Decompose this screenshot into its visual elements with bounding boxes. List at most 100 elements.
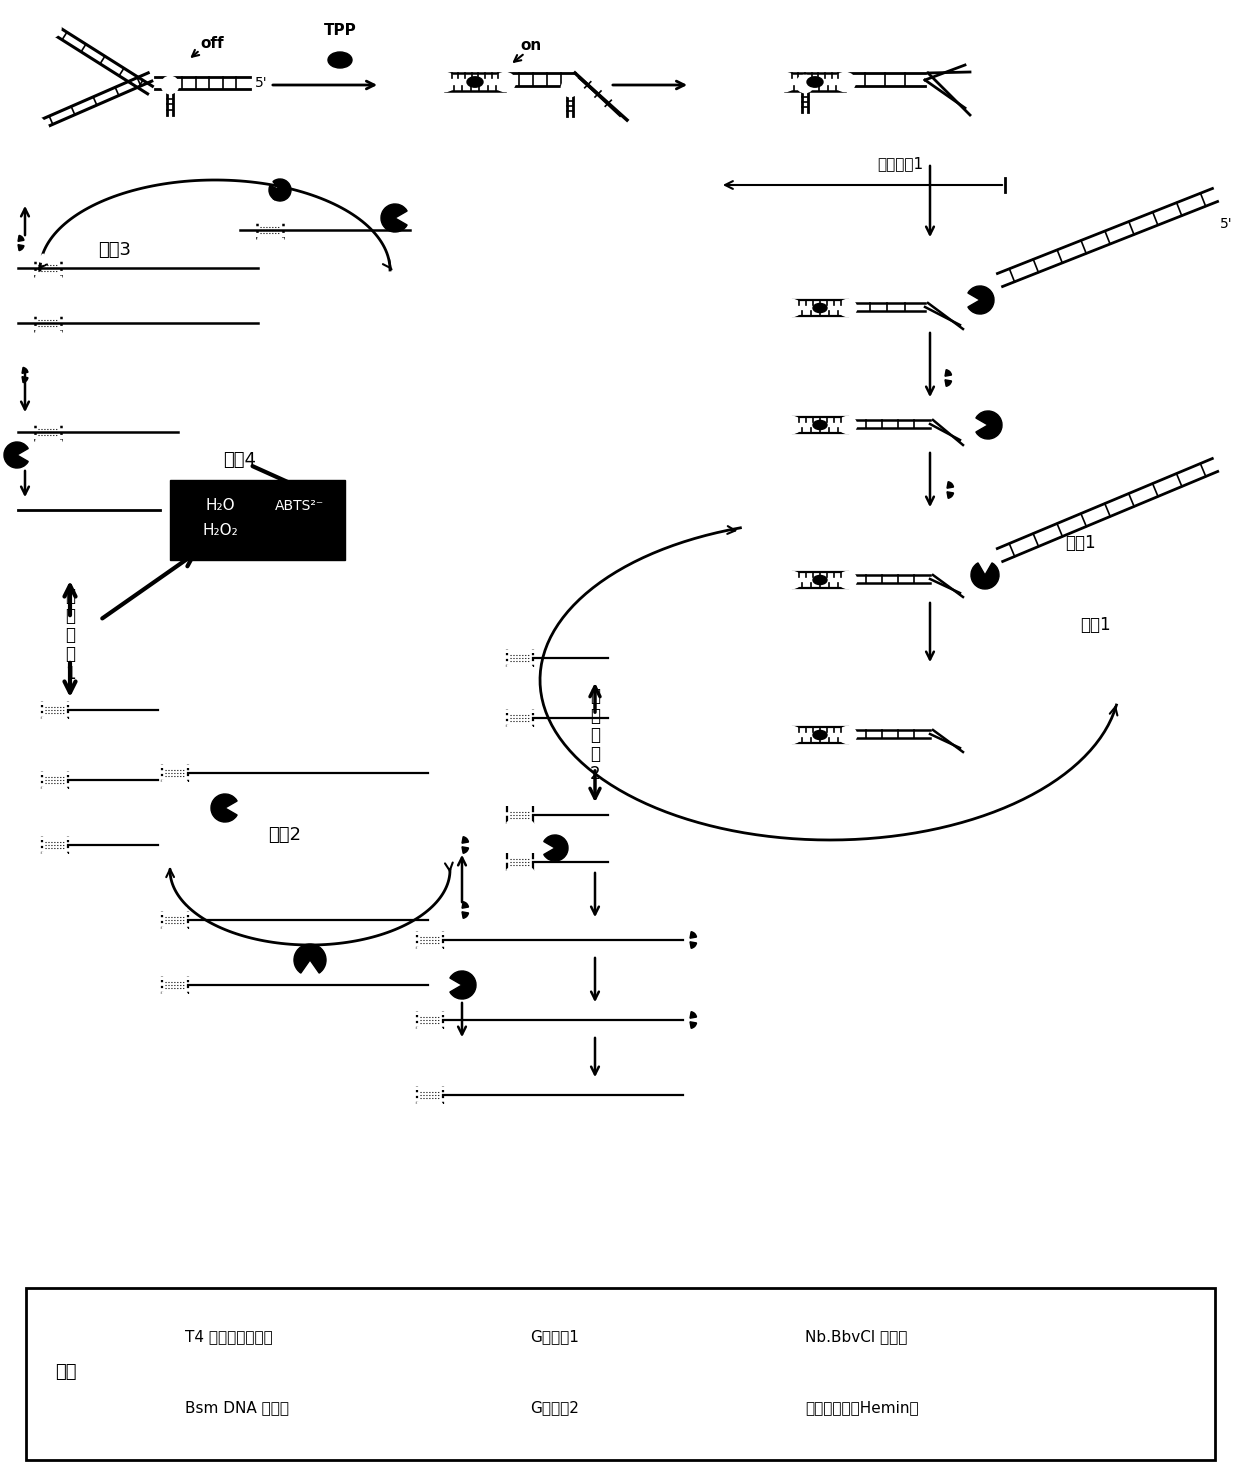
Text: Bsm DNA 聚合酶: Bsm DNA 聚合酶	[185, 1400, 289, 1415]
Ellipse shape	[838, 727, 857, 743]
Ellipse shape	[35, 327, 61, 336]
Ellipse shape	[507, 802, 533, 810]
Text: TPP: TPP	[324, 23, 356, 38]
Text: H₂O: H₂O	[205, 498, 234, 512]
Ellipse shape	[784, 727, 801, 743]
Wedge shape	[689, 932, 697, 938]
Text: 图例: 图例	[55, 1364, 77, 1381]
Text: ABTS²⁻: ABTS²⁻	[275, 499, 325, 512]
Circle shape	[162, 76, 179, 92]
Ellipse shape	[507, 819, 533, 828]
Text: G四联体1: G四联体1	[529, 1330, 579, 1345]
Ellipse shape	[507, 722, 533, 731]
Ellipse shape	[35, 436, 61, 445]
Text: 扩增序列1: 扩增序列1	[877, 156, 923, 170]
Text: 5': 5'	[255, 76, 268, 90]
Text: 循环2: 循环2	[269, 826, 301, 844]
Ellipse shape	[417, 926, 443, 935]
Wedge shape	[463, 837, 469, 843]
Ellipse shape	[417, 1007, 443, 1016]
Ellipse shape	[813, 731, 827, 740]
Text: G四联体2: G四联体2	[529, 1400, 579, 1415]
Wedge shape	[19, 235, 24, 241]
Text: 循环1: 循环1	[1080, 617, 1110, 634]
Ellipse shape	[784, 299, 801, 316]
Wedge shape	[381, 204, 407, 232]
Text: 扩
增
序
列
1: 扩 增 序 列 1	[64, 587, 76, 683]
Text: 5': 5'	[1220, 217, 1233, 230]
Ellipse shape	[775, 73, 795, 91]
Wedge shape	[211, 794, 237, 822]
Wedge shape	[4, 442, 29, 468]
Text: on: on	[520, 38, 541, 53]
Wedge shape	[269, 179, 291, 201]
Wedge shape	[689, 1011, 697, 1019]
Ellipse shape	[417, 1025, 443, 1033]
Ellipse shape	[784, 573, 801, 589]
Wedge shape	[19, 245, 24, 251]
Circle shape	[797, 76, 813, 92]
Ellipse shape	[507, 662, 533, 671]
Ellipse shape	[774, 1400, 796, 1415]
Ellipse shape	[784, 417, 801, 433]
Text: H₂O₂: H₂O₂	[202, 523, 238, 537]
Ellipse shape	[813, 304, 827, 313]
Ellipse shape	[417, 944, 443, 954]
Text: 扩
增
序
列
2: 扩 增 序 列 2	[590, 687, 600, 782]
Wedge shape	[154, 1326, 176, 1348]
Ellipse shape	[257, 216, 283, 226]
Wedge shape	[22, 377, 29, 383]
Wedge shape	[544, 835, 568, 862]
Ellipse shape	[35, 119, 45, 132]
Text: Nb.BbvCl 切口酶: Nb.BbvCl 切口酶	[805, 1330, 908, 1345]
Ellipse shape	[162, 778, 188, 787]
Wedge shape	[968, 286, 994, 314]
Wedge shape	[153, 1396, 175, 1420]
Text: off: off	[200, 37, 223, 51]
Wedge shape	[689, 942, 697, 948]
Ellipse shape	[329, 51, 352, 68]
Wedge shape	[971, 562, 999, 589]
Wedge shape	[450, 970, 476, 1000]
Ellipse shape	[417, 1082, 443, 1091]
Wedge shape	[945, 380, 951, 386]
Ellipse shape	[162, 972, 188, 981]
Ellipse shape	[162, 989, 188, 998]
Ellipse shape	[42, 850, 68, 859]
Ellipse shape	[42, 715, 68, 724]
Ellipse shape	[813, 420, 827, 430]
Ellipse shape	[257, 235, 283, 244]
Text: 氯化血红素（Hemin）: 氯化血红素（Hemin）	[805, 1400, 919, 1415]
Wedge shape	[463, 901, 469, 909]
Wedge shape	[463, 847, 469, 853]
Ellipse shape	[162, 907, 188, 916]
Ellipse shape	[417, 1100, 443, 1108]
Ellipse shape	[42, 784, 68, 794]
Ellipse shape	[467, 76, 484, 87]
Ellipse shape	[484, 1326, 507, 1333]
Ellipse shape	[484, 1412, 507, 1420]
Ellipse shape	[507, 849, 533, 857]
Ellipse shape	[838, 573, 857, 589]
Ellipse shape	[484, 1396, 507, 1403]
Text: 循环4: 循环4	[223, 451, 257, 468]
Text: 循环1: 循环1	[1065, 534, 1095, 552]
Circle shape	[562, 79, 578, 95]
Ellipse shape	[813, 575, 827, 584]
Ellipse shape	[35, 418, 61, 427]
Ellipse shape	[838, 299, 857, 316]
Wedge shape	[945, 370, 951, 376]
Ellipse shape	[162, 759, 188, 769]
Text: T4 多聚核苷酸激酶: T4 多聚核苷酸激酶	[185, 1330, 273, 1345]
Ellipse shape	[835, 73, 854, 91]
Ellipse shape	[838, 417, 857, 433]
Ellipse shape	[42, 831, 68, 841]
Ellipse shape	[484, 1342, 507, 1349]
FancyBboxPatch shape	[26, 1287, 1215, 1461]
Bar	[170, 480, 345, 559]
Wedge shape	[976, 411, 1002, 439]
Wedge shape	[22, 367, 29, 373]
Text: 循环3: 循环3	[98, 241, 131, 258]
Ellipse shape	[50, 23, 61, 37]
Wedge shape	[785, 1329, 791, 1336]
